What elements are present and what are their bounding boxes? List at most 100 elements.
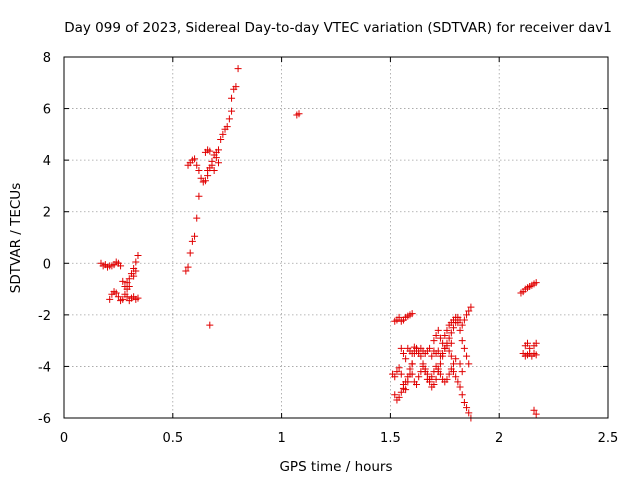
data-point-marker: [193, 161, 201, 169]
data-point-marker: [225, 115, 233, 123]
data-point-marker: [395, 393, 403, 401]
data-point-marker: [195, 192, 203, 200]
data-point-marker: [130, 272, 138, 280]
plot-frame: [63, 56, 609, 419]
data-point-marker: [458, 391, 466, 399]
data-point-marker: [223, 123, 231, 131]
data-point-marker: [443, 342, 451, 350]
data-point-marker: [191, 232, 199, 240]
data-point-marker: [454, 378, 462, 386]
data-points: [97, 65, 540, 422]
data-point-marker: [208, 161, 216, 169]
data-point-marker: [454, 319, 462, 327]
data-point-marker: [132, 267, 140, 275]
data-point-marker: [465, 409, 473, 417]
data-point-marker: [397, 388, 405, 396]
data-point-marker: [447, 339, 455, 347]
data-point-marker: [397, 370, 405, 378]
data-point-marker: [445, 347, 453, 355]
data-point-marker: [441, 331, 449, 339]
data-point-marker: [452, 355, 460, 363]
data-point-marker: [532, 279, 540, 287]
data-point-marker: [415, 373, 423, 381]
data-point-marker: [526, 344, 534, 352]
data-point-marker: [132, 258, 140, 266]
data-point-marker: [523, 339, 531, 347]
data-point-marker: [228, 94, 236, 102]
data-point-marker: [532, 351, 540, 359]
data-point-marker: [452, 373, 460, 381]
data-point-marker: [402, 355, 410, 363]
data-point-marker: [408, 360, 416, 368]
data-point-marker: [413, 380, 421, 388]
data-point-marker: [436, 370, 444, 378]
y-tick-label: 2: [43, 206, 51, 221]
data-point-marker: [443, 326, 451, 334]
data-point-marker: [119, 277, 127, 285]
data-point-marker: [395, 313, 403, 321]
data-point-marker: [458, 337, 466, 345]
data-point-marker: [428, 352, 436, 360]
data-point-marker: [430, 380, 438, 388]
y-tick-label: 0: [43, 257, 51, 272]
data-point-marker: [430, 337, 438, 345]
data-point-marker: [112, 289, 120, 297]
data-point-marker: [460, 344, 468, 352]
data-point-marker: [465, 360, 473, 368]
data-point-marker: [428, 373, 436, 381]
data-point-marker: [456, 360, 464, 368]
data-point-marker: [201, 177, 209, 185]
data-point-marker: [460, 399, 468, 407]
data-point-marker: [399, 350, 407, 358]
data-point-marker: [439, 350, 447, 358]
data-point-marker: [195, 166, 203, 174]
data-point-marker: [434, 347, 442, 355]
data-point-marker: [421, 365, 429, 373]
data-point-marker: [210, 166, 218, 174]
y-tick-label: -4: [38, 360, 51, 375]
data-point-marker: [450, 368, 458, 376]
data-point-marker: [204, 166, 212, 174]
data-point-marker: [123, 279, 131, 287]
data-point-marker: [447, 352, 455, 360]
data-point-marker: [463, 352, 471, 360]
data-point-marker: [295, 110, 303, 118]
data-point-marker: [463, 311, 471, 319]
data-point-marker: [415, 350, 423, 358]
data-point-marker: [182, 267, 190, 275]
data-point-marker: [214, 159, 222, 167]
data-point-marker: [465, 307, 473, 315]
data-point-marker: [193, 214, 201, 222]
data-point-marker: [228, 107, 236, 115]
data-point-marker: [447, 329, 455, 337]
data-point-marker: [191, 155, 199, 163]
data-point-marker: [426, 344, 434, 352]
y-tick-label: -6: [38, 412, 51, 427]
data-point-marker: [450, 360, 458, 368]
data-point-marker: [436, 360, 444, 368]
data-point-marker: [406, 365, 414, 373]
data-point-marker: [458, 368, 466, 376]
data-point-marker: [397, 344, 405, 352]
data-point-marker: [106, 295, 114, 303]
data-point-marker: [432, 331, 440, 339]
y-axis-label: SDTVAR / TECUs: [8, 183, 24, 293]
data-point-marker: [452, 313, 460, 321]
x-axis-label: GPS time / hours: [279, 459, 392, 475]
data-point-marker: [125, 275, 133, 283]
data-point-marker: [432, 375, 440, 383]
data-point-marker: [117, 262, 125, 270]
x-tick-label: 1: [277, 431, 285, 446]
x-tick-label: 2: [495, 431, 503, 446]
data-point-marker: [393, 368, 401, 376]
data-point-marker: [395, 364, 403, 372]
data-point-marker: [134, 252, 142, 260]
data-point-marker: [434, 365, 442, 373]
data-point-marker: [232, 83, 240, 91]
data-point-marker: [402, 378, 410, 386]
x-tick-label: 1.5: [380, 431, 401, 446]
data-point-marker: [434, 326, 442, 334]
data-point-marker: [463, 404, 471, 412]
